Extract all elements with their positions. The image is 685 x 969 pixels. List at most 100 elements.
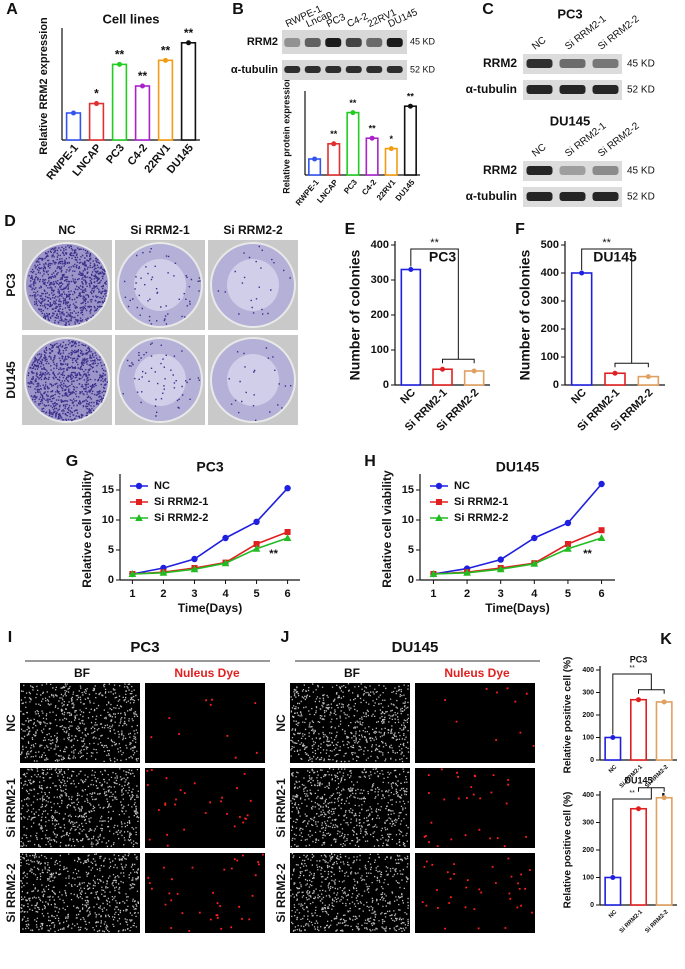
x-tick-label: 6 <box>598 588 604 600</box>
bar-top-dot <box>661 699 667 705</box>
bar-top-dot <box>610 735 616 740</box>
x-tick-label: NC <box>398 387 418 407</box>
blot-row-label: α-tubulin <box>466 82 517 96</box>
bar <box>327 143 341 176</box>
bar <box>655 701 673 761</box>
marker <box>128 570 137 577</box>
y-tick-label: 400 <box>541 267 559 279</box>
cells <box>20 853 140 933</box>
x-tick-label: 4 <box>531 588 538 600</box>
x-tick-label: Si RRM2-1 <box>619 909 645 935</box>
marker <box>436 499 442 505</box>
y-tick-label: 10 <box>402 514 414 526</box>
micrograph <box>415 768 535 848</box>
blot-size: 45 KD <box>627 59 655 70</box>
bar-top-dot <box>71 110 76 116</box>
marker <box>252 544 261 552</box>
bar-top-dot <box>350 110 356 116</box>
plate-center <box>227 259 279 311</box>
bar-top-dot <box>440 366 445 372</box>
significance: ** <box>138 69 148 83</box>
bar <box>111 63 128 141</box>
y-tick-label: 0 <box>590 902 594 909</box>
marker <box>190 565 199 573</box>
band <box>592 192 619 201</box>
cells <box>290 853 409 932</box>
x-axis-label: Time(Days) <box>485 601 549 615</box>
y-tick-label: 100 <box>541 351 559 363</box>
band <box>366 38 383 47</box>
x-tick-label: 6 <box>285 588 291 600</box>
band <box>325 38 342 47</box>
plate-center <box>134 259 186 311</box>
significance: ** <box>349 98 357 108</box>
bar-top-dot <box>661 795 667 801</box>
panel-title: DU145 <box>392 639 439 656</box>
cells <box>20 768 140 848</box>
x-tick-label: DU145 <box>394 177 417 202</box>
bar <box>65 112 82 141</box>
lane-label: NC <box>530 35 548 53</box>
legend-label: Si RRM2-1 <box>454 496 508 508</box>
panel-letter: I <box>8 629 12 646</box>
panel-letter: H <box>364 453 376 470</box>
micrograph <box>20 768 140 848</box>
bar-top-dot <box>312 156 318 162</box>
y-tick-label: 200 <box>541 323 559 335</box>
chart-title: Cell lines <box>102 11 159 26</box>
panel-letter: J <box>281 629 290 646</box>
significance: * <box>389 134 393 144</box>
band <box>526 192 553 201</box>
marker <box>598 480 605 488</box>
panel-letter: E <box>345 221 356 238</box>
x-tick-label: RWPE-1 <box>294 177 321 207</box>
column-label: Nuleus Dye <box>174 666 240 680</box>
band <box>592 85 619 94</box>
significance: ** <box>161 44 171 58</box>
band <box>386 66 403 73</box>
y-tick-label: 400 <box>371 239 389 251</box>
marker <box>497 556 504 563</box>
column-label: Nuleus Dye <box>444 666 510 680</box>
blot-title: DU145 <box>550 113 590 128</box>
y-axis-label: Relative positive cell (%) <box>563 657 574 774</box>
x-tick-label: LNCAP <box>315 177 340 204</box>
bar-top-dot <box>388 146 394 152</box>
bar <box>346 111 360 176</box>
bar <box>157 59 174 141</box>
column-label: BF <box>344 666 360 680</box>
blot-size: 52 KD <box>410 64 436 74</box>
bar-top-dot <box>369 135 375 141</box>
panel-letter: G <box>66 453 78 470</box>
y-tick-label: 200 <box>371 309 389 321</box>
series-line <box>433 537 602 575</box>
x-tick-label: NC <box>608 764 619 775</box>
x-tick-label: PC3 <box>342 177 359 195</box>
plate-center <box>134 354 186 406</box>
bar <box>134 85 151 141</box>
y-axis-label: Relative cell viability <box>80 470 94 588</box>
panel-letter: A <box>6 1 18 18</box>
bar-top-dot <box>636 806 641 812</box>
blot-row-label: RRM2 <box>483 163 517 177</box>
marker <box>222 534 229 542</box>
blot <box>282 60 407 80</box>
x-tick-label: 5 <box>253 588 259 600</box>
nuclei <box>421 857 533 930</box>
band <box>526 59 553 68</box>
marker <box>564 541 571 547</box>
bar-top-dot <box>407 103 413 109</box>
significance: * <box>94 87 99 101</box>
colonies <box>28 245 108 326</box>
y-tick-label: 100 <box>582 874 594 881</box>
y-axis-label: Relative RRM2 expression <box>38 17 50 155</box>
band <box>559 166 586 175</box>
bar <box>629 807 647 906</box>
x-tick-label: NC <box>569 387 589 407</box>
x-tick-label: 1 <box>129 588 135 600</box>
row-label: Si RRM2-1 <box>274 778 288 838</box>
bar-top-dot <box>471 368 477 374</box>
significance: ** <box>602 237 611 249</box>
y-tick-label: 100 <box>582 734 594 741</box>
significance: ** <box>115 48 125 62</box>
